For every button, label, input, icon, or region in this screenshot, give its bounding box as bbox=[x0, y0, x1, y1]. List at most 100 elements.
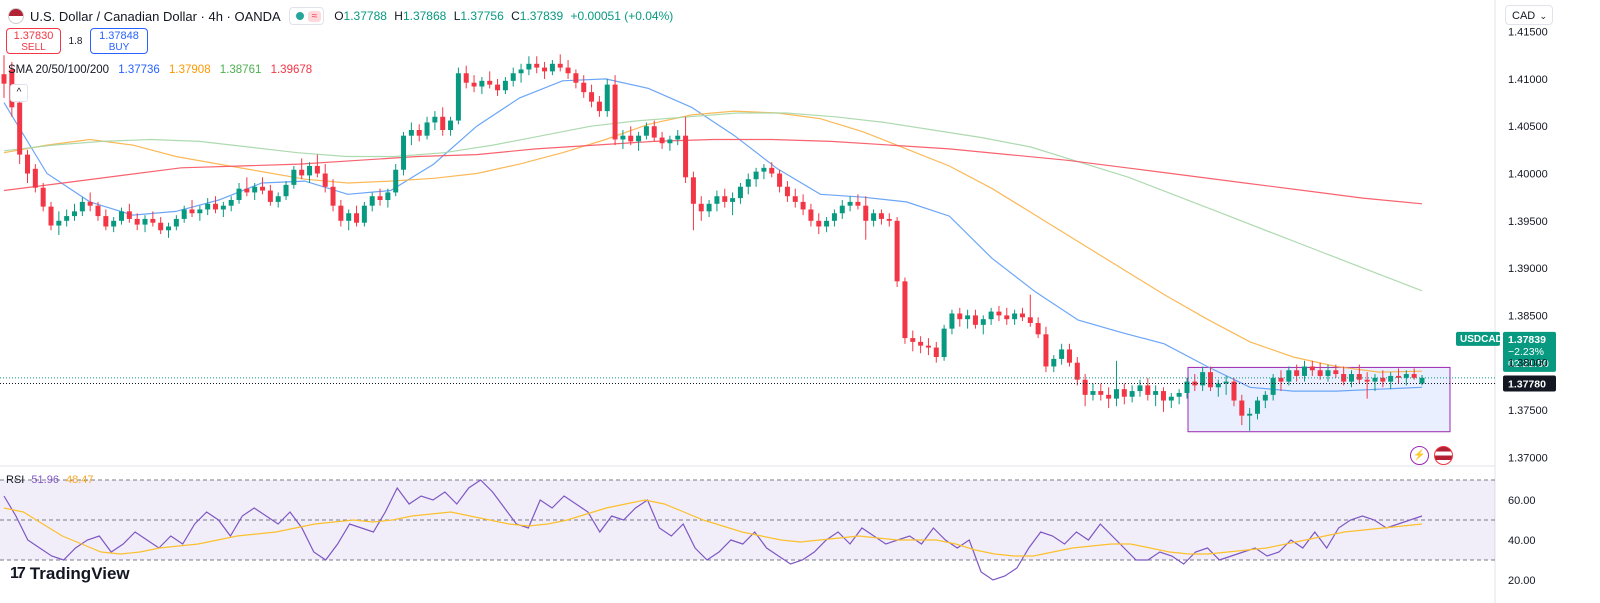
candle-body bbox=[228, 200, 234, 206]
candle-body bbox=[855, 201, 861, 206]
candle bbox=[643, 122, 649, 140]
candle-body bbox=[831, 213, 837, 221]
candle-body bbox=[534, 63, 540, 68]
price-tick-label: 1.40500 bbox=[1508, 121, 1548, 133]
candle-body bbox=[1137, 385, 1143, 392]
candle-body bbox=[111, 220, 117, 227]
candle-body bbox=[777, 173, 783, 187]
candle-body bbox=[416, 130, 422, 136]
candle bbox=[275, 192, 281, 208]
symbol-title[interactable]: U.S. Dollar / Canadian Dollar · 4h · OAN… bbox=[30, 8, 281, 24]
candle bbox=[48, 201, 54, 231]
candle bbox=[596, 95, 602, 117]
rsi-lines bbox=[3, 479, 1423, 581]
candle bbox=[1254, 396, 1260, 420]
candle bbox=[173, 215, 179, 231]
candle bbox=[1309, 360, 1315, 376]
candle bbox=[573, 69, 579, 89]
candles bbox=[1, 54, 1425, 431]
candle-body bbox=[1231, 381, 1237, 401]
candle-body bbox=[1356, 374, 1362, 380]
candle-body bbox=[1098, 391, 1104, 395]
candle bbox=[933, 341, 939, 363]
candle bbox=[1372, 374, 1378, 392]
candle bbox=[965, 309, 971, 329]
candle bbox=[690, 171, 696, 231]
candle bbox=[980, 315, 986, 335]
sell-label: SELL bbox=[21, 42, 46, 53]
candle-body bbox=[1411, 374, 1417, 378]
sell-button[interactable]: 1.37830 SELL bbox=[6, 28, 61, 54]
candle bbox=[228, 196, 234, 212]
candle bbox=[393, 164, 399, 197]
candle-body bbox=[236, 188, 242, 201]
rsi-label: RSI bbox=[6, 474, 25, 486]
currency-selector[interactable]: CAD ⌄ bbox=[1505, 5, 1553, 25]
candle bbox=[1411, 368, 1417, 380]
candle bbox=[1012, 309, 1018, 325]
candle bbox=[957, 307, 963, 327]
candle bbox=[432, 111, 438, 131]
candle-body bbox=[79, 201, 85, 212]
sell-price: 1.37830 bbox=[13, 30, 54, 42]
bolt-icon[interactable]: ⚡ bbox=[1410, 446, 1429, 465]
candle bbox=[871, 209, 877, 227]
candle bbox=[283, 181, 289, 201]
candle bbox=[1207, 366, 1213, 392]
candle-body bbox=[683, 135, 689, 178]
candle bbox=[260, 177, 266, 195]
rsi-tick-label: 20.00 bbox=[1508, 575, 1536, 587]
candle-body bbox=[1051, 358, 1057, 367]
candle-body bbox=[495, 84, 501, 91]
candle-body bbox=[1254, 400, 1260, 414]
sma-legend[interactable]: SMA 20/50/100/200 1.37736 1.37908 1.3876… bbox=[8, 64, 312, 76]
candle-body bbox=[722, 196, 728, 202]
candle-body bbox=[1153, 391, 1159, 395]
candle-body bbox=[40, 187, 46, 207]
candle bbox=[1333, 364, 1339, 378]
tradingview-logo[interactable]: 17 TradingView bbox=[10, 564, 130, 584]
grid bbox=[0, 0, 1496, 603]
candle-body bbox=[48, 206, 54, 226]
candle-body bbox=[440, 116, 446, 131]
candle-body bbox=[1270, 377, 1276, 395]
candle bbox=[651, 120, 657, 142]
candle-body bbox=[816, 220, 822, 227]
candle bbox=[1090, 383, 1096, 401]
candle bbox=[769, 162, 775, 178]
candle-body bbox=[64, 216, 70, 221]
candle-body bbox=[142, 218, 148, 225]
candle-body bbox=[1043, 334, 1049, 367]
candle-body bbox=[643, 126, 649, 136]
candle bbox=[1082, 374, 1088, 407]
price-axis: 1.37000 1.37500 1.38000 1.38500 1.39000 1.395… bbox=[1508, 27, 1548, 587]
candle bbox=[408, 122, 414, 146]
candle bbox=[777, 169, 783, 193]
candle-body bbox=[369, 196, 375, 206]
market-status[interactable]: ≈ bbox=[288, 7, 325, 25]
candle-body bbox=[941, 328, 947, 358]
candle bbox=[1247, 408, 1253, 431]
candle bbox=[56, 211, 62, 235]
price-tick-label: 1.37500 bbox=[1508, 405, 1548, 417]
candle bbox=[346, 209, 352, 231]
tradingview-logo-icon: 17 bbox=[10, 565, 26, 582]
chevron-up-icon[interactable]: ^ bbox=[10, 84, 28, 102]
candle bbox=[150, 211, 156, 227]
symbol-label-bg bbox=[1456, 331, 1500, 346]
candle bbox=[87, 192, 93, 212]
candle-body bbox=[784, 186, 790, 197]
candle-body bbox=[925, 345, 931, 348]
candle-body bbox=[769, 167, 775, 174]
candle bbox=[1121, 383, 1127, 405]
candle-body bbox=[1059, 349, 1065, 359]
rsi-legend[interactable]: RSI 51.96 48.47 bbox=[6, 474, 94, 486]
candle-body bbox=[1419, 377, 1425, 384]
consolidation-box bbox=[1187, 366, 1451, 433]
buy-button[interactable]: 1.37848 BUY bbox=[90, 28, 148, 54]
us-flag-event-icon[interactable] bbox=[1434, 446, 1453, 465]
candle-body bbox=[1403, 374, 1409, 378]
candle bbox=[1153, 385, 1159, 407]
candle-body bbox=[628, 135, 634, 142]
